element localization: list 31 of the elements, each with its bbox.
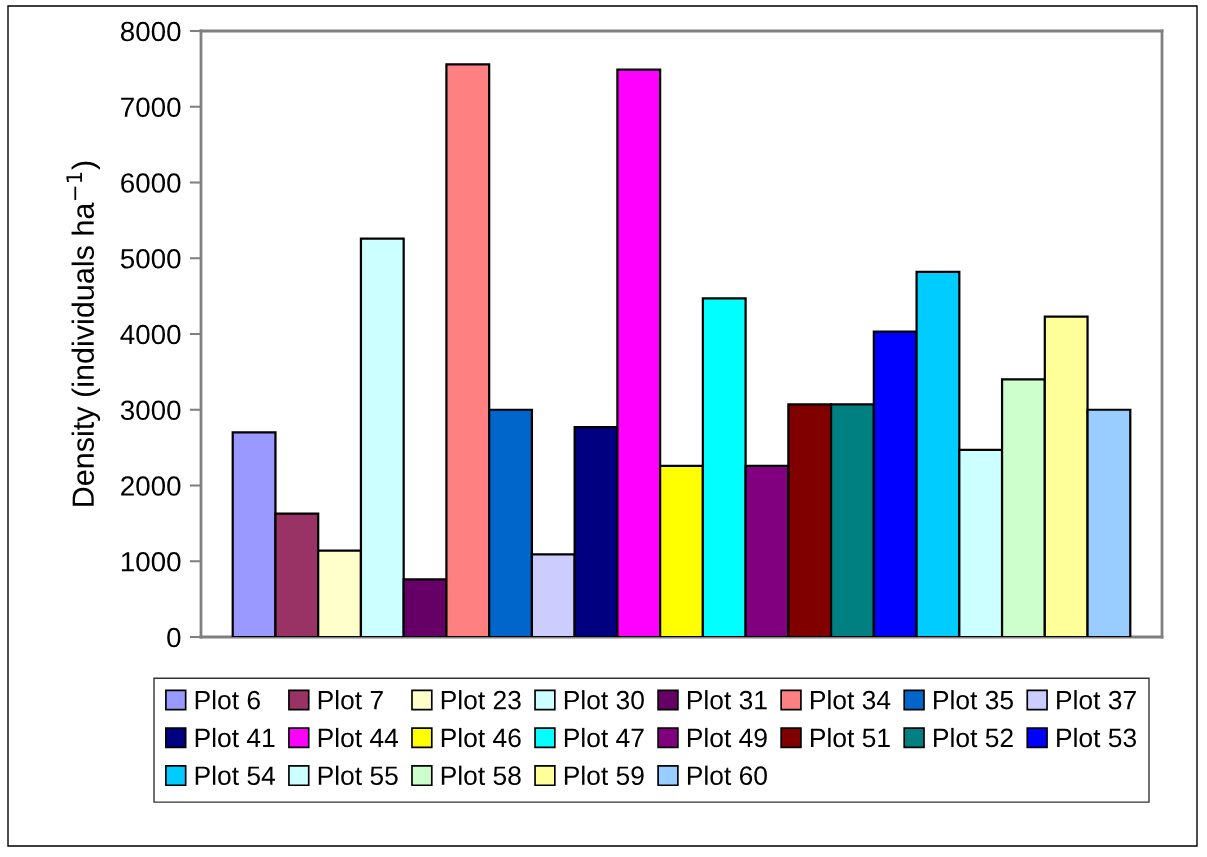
y-axis-title: Density (individuals ha$^{−1}$) <box>66 161 101 506</box>
legend-label: Plot 47 <box>564 727 644 748</box>
legend-label: Plot 34 <box>811 690 891 710</box>
y-tick-label: 7000 <box>121 97 181 118</box>
y-tick-label: 0 <box>167 627 181 648</box>
y-tick-label: 5000 <box>120 248 181 269</box>
legend-label: Plot 55 <box>318 765 398 786</box>
y-tick-label: 4000 <box>120 324 181 345</box>
legend-label: Plot 23 <box>441 690 521 710</box>
legend-label: Plot 46 <box>441 727 521 748</box>
y-tick-label: 3000 <box>120 400 181 421</box>
y-tick-label: 8000 <box>120 21 181 42</box>
legend-label: Plot 7 <box>318 690 383 710</box>
y-tick-label: 2000 <box>121 476 181 496</box>
legend-label: Plot 53 <box>1057 727 1136 748</box>
legend-label: Plot 41 <box>195 727 275 748</box>
legend-label: Plot 52 <box>934 727 1013 748</box>
legend-label: Plot 59 <box>564 765 644 786</box>
y-tick-label: 1000 <box>121 551 181 572</box>
legend-label: Plot 35 <box>934 690 1013 710</box>
legend-label: Plot 44 <box>318 727 399 748</box>
legend-label: Plot 54 <box>195 765 275 786</box>
legend-label: Plot 51 <box>811 727 890 748</box>
legend-label: Plot 60 <box>687 765 767 786</box>
legend-label: Plot 58 <box>441 765 521 786</box>
legend-label: Plot 30 <box>564 690 644 710</box>
legend-label: Plot 31 <box>687 690 767 710</box>
legend-label: Plot 6 <box>195 690 260 710</box>
legend-label: Plot 37 <box>1057 690 1136 710</box>
legend-label: Plot 49 <box>687 727 767 748</box>
y-tick-label: 6000 <box>121 173 181 193</box>
